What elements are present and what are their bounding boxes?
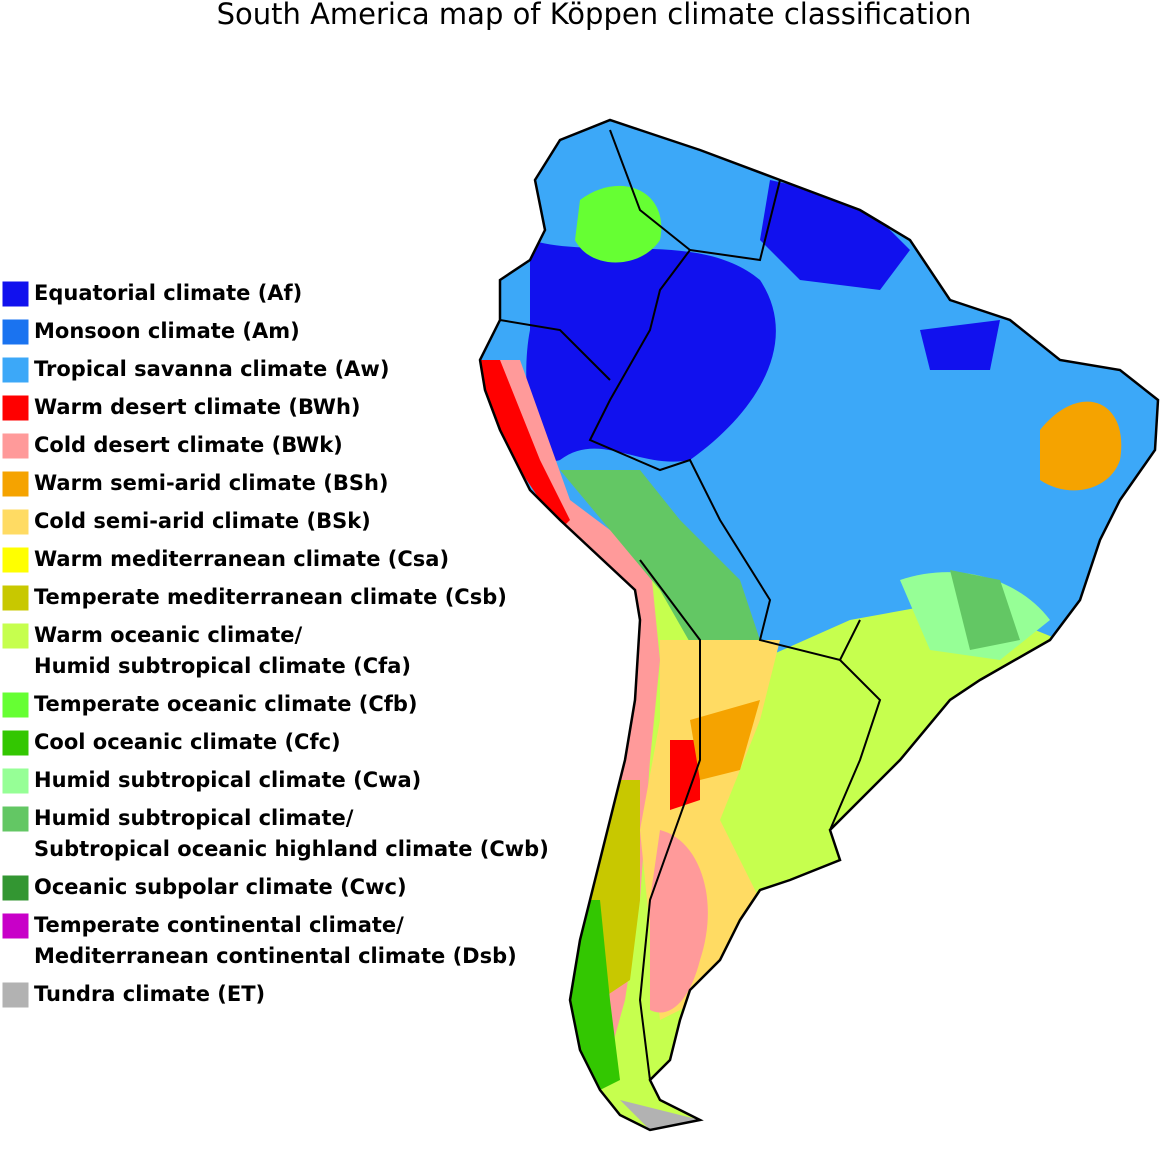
legend-label: Cold desert climate (BWk) — [34, 433, 343, 457]
legend-label: Humid subtropical climate/ — [34, 806, 354, 830]
legend-swatch — [1, 622, 30, 650]
climate-regions — [480, 120, 1158, 1130]
legend-swatch — [1, 432, 30, 460]
legend-swatch — [1, 767, 30, 795]
legend-swatch — [1, 318, 30, 346]
legend-label: Warm desert climate (BWh) — [34, 395, 361, 419]
legend-swatch — [1, 280, 30, 308]
legend-label: Subtropical oceanic highland climate (Cw… — [34, 837, 549, 861]
legend-swatch — [1, 356, 30, 384]
legend-swatch — [1, 508, 30, 536]
legend-swatch — [1, 981, 30, 1009]
legend-label: Mediterranean continental climate (Dsb) — [34, 944, 517, 968]
legend-label: Tropical savanna climate (Aw) — [34, 357, 389, 381]
legend-swatch — [1, 394, 30, 422]
legend-label: Warm semi-arid climate (BSh) — [34, 471, 389, 495]
legend-swatch — [1, 470, 30, 498]
map-title: South America map of Köppen climate clas… — [217, 0, 972, 31]
legend-swatch — [1, 874, 30, 902]
legend-label: Cool oceanic climate (Cfc) — [34, 730, 341, 754]
legend-swatch — [1, 691, 30, 719]
legend-swatch — [1, 729, 30, 757]
legend-swatch — [1, 805, 30, 833]
legend-label: Equatorial climate (Af) — [34, 281, 302, 305]
legend-label: Temperate oceanic climate (Cfb) — [34, 692, 418, 716]
borders — [499, 129, 882, 1081]
legend-label: Humid subtropical climate (Cfa) — [34, 654, 411, 678]
legend-swatch — [1, 912, 30, 940]
legend-label: Warm mediterranean climate (Csa) — [34, 547, 449, 571]
legend-swatch — [1, 584, 30, 612]
legend-label: Monsoon climate (Am) — [34, 319, 300, 343]
legend-label: Humid subtropical climate (Cwa) — [34, 768, 421, 792]
legend-label: Warm oceanic climate/ — [34, 623, 303, 647]
legend-label: Temperate mediterranean climate (Csb) — [34, 585, 507, 609]
legend-swatch — [1, 546, 30, 574]
legend-label: Oceanic subpolar climate (Cwc) — [34, 875, 407, 899]
legend-label: Tundra climate (ET) — [34, 982, 265, 1006]
legend-label: Cold semi-arid climate (BSk) — [34, 509, 371, 533]
legend-label: Temperate continental climate/ — [34, 913, 404, 937]
legend: Equatorial climate (Af) Monsoon climate (… — [1, 280, 549, 1009]
